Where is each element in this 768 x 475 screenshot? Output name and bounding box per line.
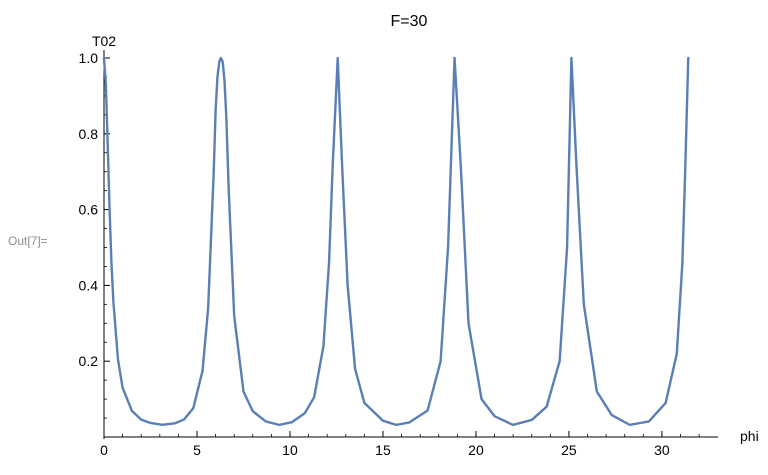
series-layer (102, 56, 690, 427)
y-axis-title: T02 (92, 33, 116, 49)
y-tick-label: 0.4 (79, 277, 99, 293)
axes (103, 50, 718, 439)
x-tick-label: 25 (561, 442, 577, 458)
y-tick-label: 0.6 (79, 202, 99, 218)
x-tick-label: 30 (654, 442, 670, 458)
x-tick-label: 10 (282, 442, 298, 458)
output-cell-label: Out[7]= (8, 234, 48, 248)
chart-title: F=30 (391, 13, 428, 30)
ticks: 0 5 10 15 20 25 30 0.2 0.4 0.6 0.8 1.0 (79, 50, 700, 458)
series-line (102, 56, 690, 427)
y-tick-label: 0.2 (79, 353, 99, 369)
x-tick-label: 15 (375, 442, 391, 458)
y-tick-label: 1.0 (79, 50, 99, 66)
x-tick-label: 0 (100, 442, 108, 458)
y-tick-label: 0.8 (79, 126, 99, 142)
x-axis-title: phi (740, 428, 759, 444)
x-tick-label: 5 (193, 442, 201, 458)
x-tick-label: 20 (468, 442, 484, 458)
